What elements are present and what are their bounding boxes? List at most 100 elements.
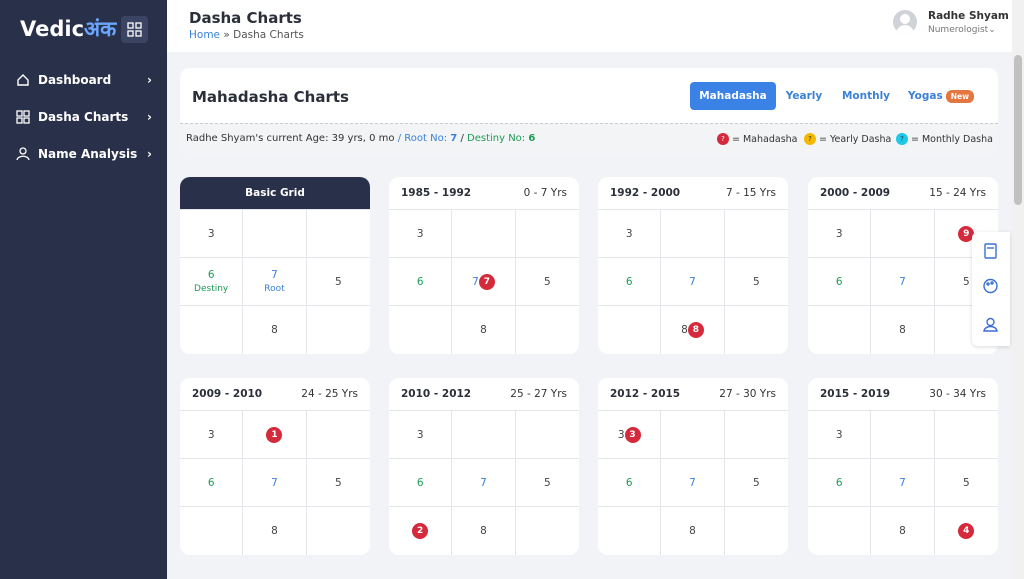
cell-row: 3 [836, 429, 843, 441]
tab[interactable]: Monthly [838, 82, 894, 110]
cell-number: 6 [625, 476, 633, 489]
cell-row: 8 [899, 324, 906, 336]
grid-cell: 8 [661, 507, 725, 555]
tab[interactable]: Mahadasha [690, 82, 776, 110]
cell-row: 6 [417, 477, 424, 489]
avatar[interactable] [893, 10, 917, 34]
info-bar: Radhe Shyam's current Age: 39 yrs, 0 mo … [180, 123, 998, 154]
legend-label: = Yearly Dasha [819, 133, 892, 145]
legend-icon: ? [717, 133, 729, 145]
tab[interactable]: Yogas New [906, 82, 976, 110]
grid-cell: 6 Destiny [180, 258, 244, 306]
cell-number: 3 [207, 428, 215, 441]
cell-number: 7 [689, 275, 696, 288]
cell-number: 7 [271, 476, 278, 489]
cell-number: 6 [835, 275, 843, 288]
nav-item[interactable]: Dashboard › [16, 73, 156, 87]
sidebar: Vedicअंक Dashboard › Dasha Charts › Name A… [0, 0, 167, 579]
cell-row: 7 [899, 276, 906, 288]
grid-header: Basic Grid [180, 177, 370, 210]
grid-cell: 8 [243, 507, 307, 555]
grid-cell: 3 [808, 411, 872, 459]
logo[interactable]: Vedicअंक [20, 15, 116, 43]
grid-header: 1992 - 2000 7 - 15 Yrs [598, 177, 788, 210]
cell-number: 7 [271, 269, 278, 281]
grid-range: 7 - 15 Yrs [725, 187, 776, 199]
cell-row: 3 [417, 228, 424, 240]
grid-cell: 5 [515, 258, 579, 306]
nav-item[interactable]: Name Analysis › [16, 147, 156, 161]
grid-cell [598, 306, 662, 354]
grid-cell: 6 [389, 258, 453, 306]
tab-label: Yearly [785, 90, 823, 102]
cell-row: 1 [266, 426, 283, 443]
cell-number: 7 [689, 476, 696, 489]
grid-range: 30 - 34 Yrs [929, 388, 986, 400]
cell-number: 7 [899, 476, 906, 489]
cell-number: 8 [899, 324, 906, 336]
cell-number: 6 [207, 269, 215, 281]
grid-cell [871, 411, 935, 459]
grid-cell: 3 [389, 210, 453, 258]
grid-header: 2010 - 2012 25 - 27 Yrs [389, 378, 579, 411]
breadcrumb-current: Dasha Charts [233, 29, 304, 41]
cell-number: 5 [962, 275, 970, 288]
grid-cell: 7 Root [243, 258, 307, 306]
cell-number: 5 [752, 275, 760, 288]
grid-cell: 3 [180, 210, 244, 258]
cell-row: 7 [899, 477, 906, 489]
legend-icon: ? [896, 133, 908, 145]
grid-title: 1992 - 2000 [610, 187, 681, 199]
grid-range: 27 - 30 Yrs [719, 388, 776, 400]
grid-cell: 7 [871, 258, 935, 306]
menu-toggle[interactable] [121, 16, 148, 43]
tool-icons[interactable] [972, 232, 1010, 346]
grid-cell: 7 [452, 459, 516, 507]
cell-sub-label: Root [264, 284, 285, 294]
grid-cell [516, 507, 579, 555]
cell-row: 5 [753, 477, 760, 489]
dasha-badge: 9 [958, 225, 975, 242]
grid-range: 25 - 27 Yrs [510, 388, 567, 400]
grid-cell: 5 [515, 459, 579, 507]
nav-item[interactable]: Dasha Charts › [16, 110, 156, 124]
tab[interactable]: Yearly [780, 82, 828, 110]
user-name[interactable]: Radhe Shyam [928, 10, 1009, 22]
grid-cell: 4 [935, 507, 998, 555]
nav-label: Name Analysis [38, 147, 138, 161]
grid-cell: 8 [452, 306, 516, 354]
grid-card: 2010 - 2012 25 - 27 Yrs 3 6 7 5 2 8 [389, 378, 579, 555]
cell-number: 8 [271, 525, 278, 537]
new-badge: New [945, 89, 974, 103]
panel-title: Mahadasha Charts [192, 88, 349, 106]
cell-number: 6 [416, 275, 424, 288]
cell-number: 6 [416, 476, 424, 489]
cell-row: 8 [480, 525, 487, 537]
breadcrumb-home[interactable]: Home [189, 29, 221, 41]
dasha-badge: 8 [687, 322, 704, 338]
grid-cell: 8 [452, 507, 516, 555]
grid-cell [725, 306, 788, 354]
scrollbar[interactable] [1012, 0, 1024, 579]
breadcrumb-sep: » [223, 29, 230, 41]
grid-cell: 9 [934, 210, 998, 258]
cell-row: 3 [208, 228, 215, 240]
grid-cell: 8 [871, 507, 935, 555]
breadcrumb: Home » Dasha Charts [189, 29, 304, 41]
grid-title: Basic Grid [245, 187, 305, 199]
user-role[interactable]: Numerologist⌄ [928, 25, 996, 35]
cell-row: 5 [335, 477, 342, 489]
cell-number: 3 [617, 428, 625, 441]
grid-title: 2015 - 2019 [820, 388, 891, 400]
separator: / [460, 133, 464, 144]
cell-row: 8 [689, 525, 696, 537]
grid-cell: 6 [598, 459, 662, 507]
cell-row: 6 [208, 269, 215, 281]
cell-number: 8 [681, 324, 688, 336]
